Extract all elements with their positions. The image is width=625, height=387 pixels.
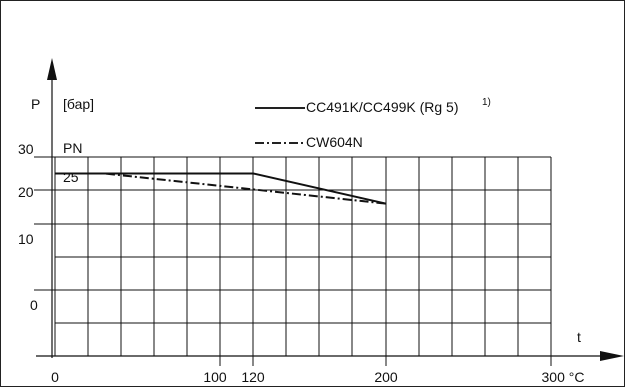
legend-label-cw604n: CW604N (306, 134, 363, 150)
y-tick-label: 20 (18, 184, 34, 200)
x-tick-label: 120 (241, 369, 265, 385)
y-axis-arrow (47, 58, 57, 80)
legend: CC491K/CC499K (Rg 5) 1) CW604N (255, 97, 491, 150)
y-tick-label: 0 (30, 297, 38, 313)
pn-value: 25 (63, 169, 79, 185)
x-tick-labels: 0 100 120 200 300 °C (51, 369, 584, 385)
x-tick-label: 200 (374, 369, 398, 385)
x-tick-label: 100 (203, 369, 227, 385)
axes (34, 58, 624, 366)
y-tick-label: 10 (18, 231, 34, 247)
y-tick-label: 30 (18, 141, 34, 157)
x-tick-label: 0 (51, 369, 59, 385)
y-axis-symbol: P (31, 96, 40, 112)
x-axis-arrow (600, 351, 624, 361)
legend-label-cc491k: CC491K/CC499K (Rg 5) (306, 99, 459, 115)
y-tick-labels: 30 20 10 0 (18, 141, 38, 313)
series-line-0 (55, 172, 386, 205)
legend-footnote: 1) (482, 97, 491, 108)
series-line-1 (55, 172, 386, 205)
y-unit-label: [бар] (63, 96, 94, 112)
x-axis-symbol: t (577, 329, 581, 345)
pn-label: PN (63, 140, 82, 156)
series-lines (55, 172, 386, 205)
x-tick-label: 300 °C (542, 369, 585, 385)
